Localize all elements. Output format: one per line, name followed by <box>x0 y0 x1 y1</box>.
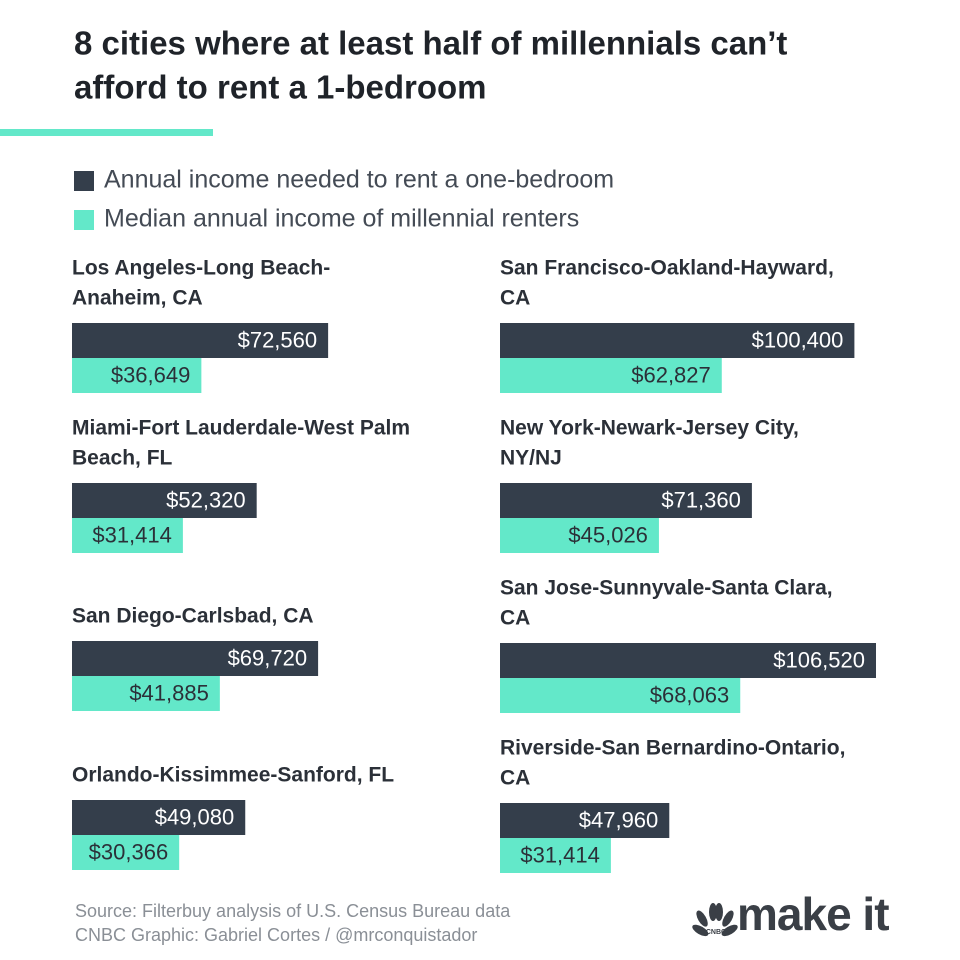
bar <box>500 483 752 518</box>
accent-rule <box>0 129 213 136</box>
panel-title: NY/NJ <box>500 447 562 470</box>
source-line: CNBC Graphic: Gabriel Cortes / @mrconqui… <box>75 925 477 945</box>
value-label: $62,827 <box>631 362 711 387</box>
legend-swatch <box>74 210 94 230</box>
value-label: $68,063 <box>650 682 730 707</box>
panel-title: Miami-Fort Lauderdale-West Palm <box>72 417 410 440</box>
bar <box>72 518 183 553</box>
bar <box>500 323 855 358</box>
value-label: $31,414 <box>520 842 600 867</box>
bar <box>72 483 257 518</box>
bar <box>72 641 319 676</box>
bar <box>72 800 246 835</box>
bar <box>500 803 670 838</box>
value-label: $31,414 <box>92 522 172 547</box>
value-label: $47,960 <box>579 807 659 832</box>
legend-label: Median annual income of millennial rente… <box>104 205 579 233</box>
value-label: $100,400 <box>752 327 844 352</box>
bar <box>500 358 722 393</box>
bar <box>500 838 611 873</box>
logo-text: make it <box>737 888 889 940</box>
panel-title: Beach, FL <box>72 447 173 470</box>
value-label: $69,720 <box>228 645 308 670</box>
peacock-icon <box>692 903 738 937</box>
value-label: $45,026 <box>568 522 648 547</box>
bar <box>72 676 220 711</box>
value-label: $71,360 <box>661 487 741 512</box>
panel-title: Anaheim, CA <box>72 287 203 310</box>
panel-title: Riverside-San Bernardino-Ontario, <box>500 737 845 760</box>
value-label: $36,649 <box>111 362 191 387</box>
panel-title: CA <box>500 287 530 310</box>
bar <box>72 835 180 870</box>
panel-title: San Diego-Carlsbad, CA <box>72 605 314 628</box>
value-label: $41,885 <box>129 680 209 705</box>
bar <box>500 643 876 678</box>
bar <box>72 358 202 393</box>
value-label: $30,366 <box>89 839 169 864</box>
value-label: $52,320 <box>166 487 246 512</box>
title-line: afford to rent a 1-bedroom <box>74 69 487 106</box>
bar <box>500 678 741 713</box>
panel-title: CA <box>500 767 530 790</box>
panel-title: CA <box>500 607 530 630</box>
panel-title: New York-Newark-Jersey City, <box>500 417 799 440</box>
bar <box>500 518 659 553</box>
legend-label: Annual income needed to rent a one-bedro… <box>104 166 614 194</box>
value-label: $49,080 <box>155 804 235 829</box>
legend-swatch <box>74 171 94 191</box>
panel-title: San Francisco-Oakland-Hayward, <box>500 257 834 280</box>
panel-title: Orlando-Kissimmee-Sanford, FL <box>72 764 394 787</box>
value-label: $106,520 <box>773 647 865 672</box>
source-line: Source: Filterbuy analysis of U.S. Censu… <box>75 901 511 921</box>
logo-brand: CNBC <box>706 929 726 936</box>
value-label: $72,560 <box>238 327 318 352</box>
title-line: 8 cities where at least half of millenni… <box>74 25 787 62</box>
panel-title: Los Angeles-Long Beach- <box>72 257 330 280</box>
bar <box>72 323 329 358</box>
panel-title: San Jose-Sunnyvale-Santa Clara, <box>500 577 833 600</box>
